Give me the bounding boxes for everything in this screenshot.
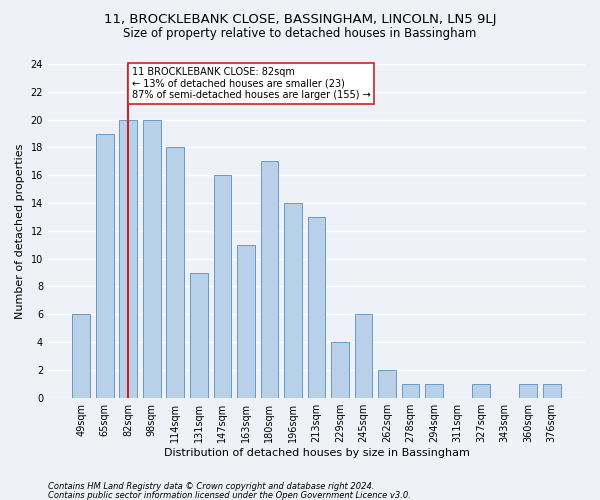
Bar — [237, 245, 254, 398]
Bar — [308, 217, 325, 398]
Bar — [520, 384, 537, 398]
X-axis label: Distribution of detached houses by size in Bassingham: Distribution of detached houses by size … — [164, 448, 469, 458]
Text: 11, BROCKLEBANK CLOSE, BASSINGHAM, LINCOLN, LN5 9LJ: 11, BROCKLEBANK CLOSE, BASSINGHAM, LINCO… — [104, 12, 496, 26]
Bar — [402, 384, 419, 398]
Bar — [190, 272, 208, 398]
Bar — [96, 134, 113, 398]
Bar — [260, 162, 278, 398]
Bar — [73, 314, 90, 398]
Text: 11 BROCKLEBANK CLOSE: 82sqm
← 13% of detached houses are smaller (23)
87% of sem: 11 BROCKLEBANK CLOSE: 82sqm ← 13% of det… — [132, 67, 370, 100]
Y-axis label: Number of detached properties: Number of detached properties — [15, 143, 25, 318]
Bar — [284, 203, 302, 398]
Bar — [214, 175, 231, 398]
Bar — [166, 148, 184, 398]
Text: Contains public sector information licensed under the Open Government Licence v3: Contains public sector information licen… — [48, 490, 411, 500]
Bar — [425, 384, 443, 398]
Bar — [543, 384, 560, 398]
Bar — [472, 384, 490, 398]
Bar — [378, 370, 396, 398]
Bar — [119, 120, 137, 398]
Bar — [143, 120, 161, 398]
Text: Size of property relative to detached houses in Bassingham: Size of property relative to detached ho… — [124, 28, 476, 40]
Bar — [331, 342, 349, 398]
Bar — [355, 314, 373, 398]
Text: Contains HM Land Registry data © Crown copyright and database right 2024.: Contains HM Land Registry data © Crown c… — [48, 482, 374, 491]
